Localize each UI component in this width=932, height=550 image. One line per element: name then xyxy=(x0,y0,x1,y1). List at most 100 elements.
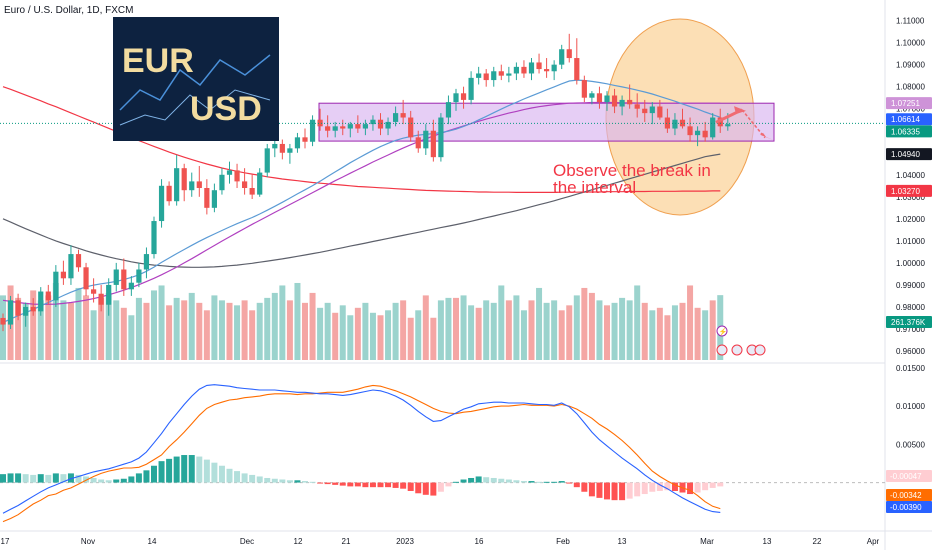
volume-bar xyxy=(37,300,44,360)
candle-body xyxy=(151,221,157,255)
candle xyxy=(158,179,165,228)
macd-histogram-bar xyxy=(528,481,535,483)
candle xyxy=(226,161,233,184)
candle xyxy=(272,139,278,158)
volume-bar xyxy=(415,310,422,360)
price-tag: 1.06335 xyxy=(886,125,932,138)
volume-bar xyxy=(22,302,29,360)
volume-bar xyxy=(558,310,565,360)
macd-histogram-bar xyxy=(151,465,157,483)
macd-histogram-bar xyxy=(596,482,603,498)
price-tick-label: 1.07000 xyxy=(896,105,925,114)
volume-bar xyxy=(483,300,490,360)
price-tick-label: 0.98000 xyxy=(896,303,925,312)
macd-histogram-bar xyxy=(656,482,663,491)
volume-bar xyxy=(45,295,52,360)
macd-histogram-bar xyxy=(211,462,218,483)
macd-tick-label: 0.00500 xyxy=(896,440,925,449)
price-tick-label: 1.08000 xyxy=(896,83,925,92)
macd-histogram-bar xyxy=(67,473,74,483)
candle-body xyxy=(181,168,187,191)
candle-body xyxy=(38,291,44,312)
candle-body xyxy=(559,49,565,65)
candle-body xyxy=(695,130,701,136)
time-tick-label: 13 xyxy=(763,537,772,546)
candle xyxy=(91,278,97,303)
candle xyxy=(423,124,429,155)
candle-body xyxy=(60,271,66,279)
macd-histogram-bar xyxy=(566,482,573,484)
candle xyxy=(544,58,550,78)
volume-bar xyxy=(30,290,37,360)
candle xyxy=(536,53,542,74)
volume-bar xyxy=(369,312,376,360)
candle xyxy=(483,69,489,87)
price-tag-bg xyxy=(886,113,932,126)
volume-bar xyxy=(656,307,663,360)
candle xyxy=(619,95,625,116)
macd-histogram-bar xyxy=(543,481,550,483)
candle xyxy=(7,295,14,329)
candle-body xyxy=(725,124,731,127)
candle xyxy=(430,119,436,162)
macd-histogram-bar xyxy=(249,474,256,483)
candle-body xyxy=(15,300,21,316)
volume-bar xyxy=(271,292,278,360)
volume-bar xyxy=(98,297,105,360)
volume-bar xyxy=(90,310,97,360)
macd-histogram-bar xyxy=(490,477,497,483)
time-tick-label: 14 xyxy=(148,537,157,546)
candle-body xyxy=(453,93,459,103)
candle xyxy=(393,106,399,127)
candle-body xyxy=(302,137,308,142)
volume-bar xyxy=(226,302,233,360)
macd-histogram-bar xyxy=(445,482,452,487)
candle-body xyxy=(0,317,6,325)
candle xyxy=(136,262,142,288)
candle-body xyxy=(513,66,519,74)
price-tag: 261.376K xyxy=(886,316,932,328)
macd-histogram-bar xyxy=(392,482,399,488)
price-tag-label: 1.03270 xyxy=(891,187,920,196)
macd-tag-bg xyxy=(886,489,932,501)
candle-body xyxy=(189,181,195,191)
arrow-up-head xyxy=(734,106,746,114)
candle xyxy=(68,245,74,285)
macd-histogram-bar xyxy=(588,482,595,497)
macd-histogram-bar xyxy=(15,473,22,483)
candle xyxy=(204,179,210,215)
candle xyxy=(121,258,127,296)
price-tag-bg xyxy=(886,125,932,138)
volume-bar xyxy=(256,302,263,360)
macd-histogram-bar xyxy=(664,482,671,491)
candle-body xyxy=(619,99,625,107)
logo-text-eur: EUR xyxy=(122,42,194,80)
us-flag-event-icon xyxy=(731,344,743,356)
candle xyxy=(317,108,323,131)
candle xyxy=(166,181,172,206)
candle-body xyxy=(30,306,36,312)
volume-bar xyxy=(551,300,558,360)
macd-histogram-bar xyxy=(604,482,610,500)
candle-body xyxy=(483,73,489,81)
candle xyxy=(513,62,519,81)
price-tag-label: 1.06614 xyxy=(891,115,920,124)
macd-histogram-bar xyxy=(113,479,120,483)
volume-bar xyxy=(309,292,316,360)
macd-histogram-bar xyxy=(120,478,127,483)
macd-histogram-bar xyxy=(505,479,512,483)
macd-histogram-bar xyxy=(143,470,150,483)
volume-bar xyxy=(234,305,241,360)
candle xyxy=(611,88,618,114)
volume-bar xyxy=(573,295,580,360)
candle xyxy=(445,95,452,125)
macd-histogram-bar xyxy=(294,480,301,483)
price-tag-label: 1.07251 xyxy=(891,99,920,108)
macd-tag-label: -0.00342 xyxy=(890,491,922,500)
candle-body xyxy=(566,49,572,59)
candle-body xyxy=(445,102,452,118)
volume-bar xyxy=(113,300,120,360)
volume-bar xyxy=(687,285,694,360)
candle-body xyxy=(219,174,225,191)
